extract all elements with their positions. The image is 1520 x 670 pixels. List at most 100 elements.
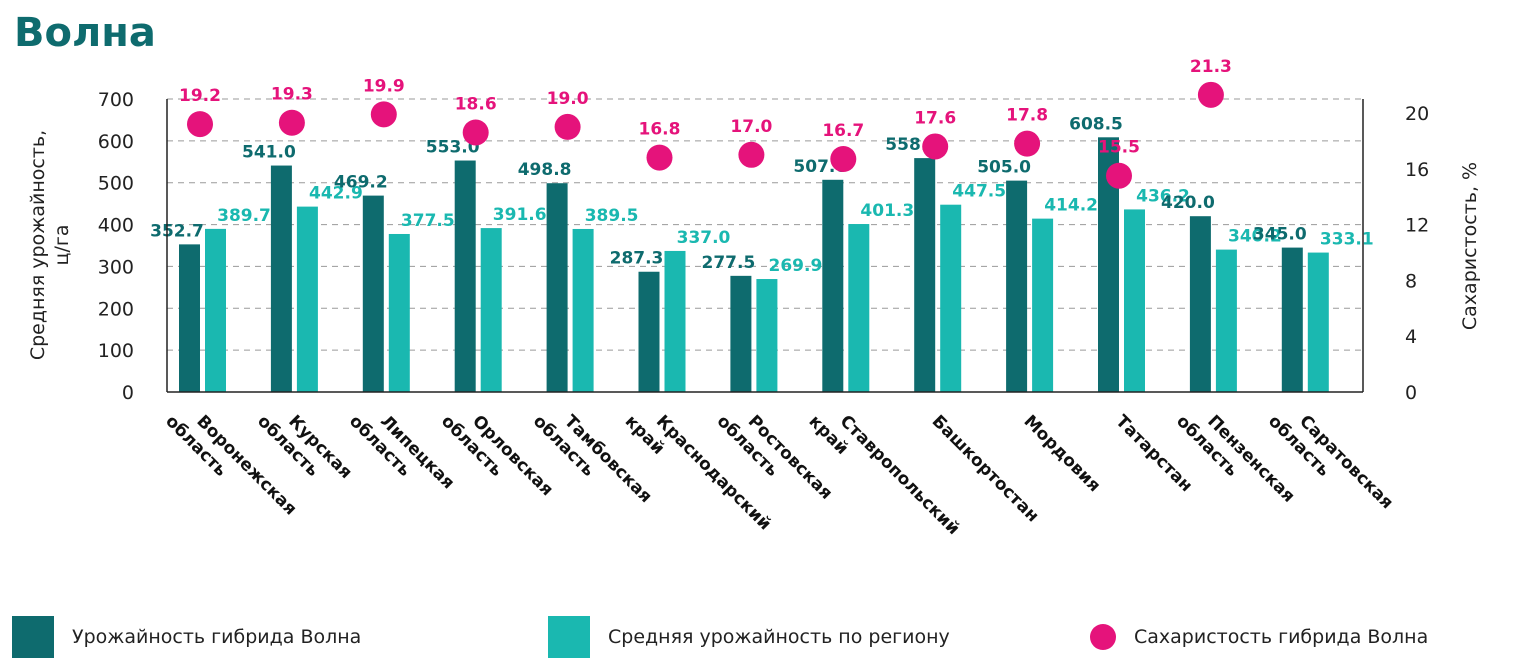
x-tick-label: Липецкаяобласть (345, 396, 458, 509)
y-left-tick-label: 300 (98, 256, 134, 278)
bar-region (296, 206, 318, 392)
sugar-point-label: 16.8 (639, 120, 681, 140)
bar-region-value-label: 391.6 (493, 205, 547, 225)
bar-hybrid (730, 275, 752, 392)
sugar-point-label: 19.9 (363, 76, 405, 96)
bar-hybrid (1006, 180, 1028, 392)
bar-hybrid-value-label: 352.7 (150, 221, 204, 241)
sugar-point-label: 19.3 (271, 85, 313, 105)
bar-hybrid-value-label: 541.0 (242, 143, 296, 163)
sugar-point (462, 119, 489, 146)
sugar-point-label: 18.6 (455, 94, 497, 114)
legend-label-hybrid: Урожайность гибрида Волна (72, 626, 362, 648)
legend-swatch-hybrid (12, 616, 54, 658)
bar-region (1032, 218, 1054, 392)
bar-hybrid-value-label: 420.0 (1161, 193, 1215, 213)
bar-hybrid (454, 160, 476, 392)
y-left-tick-label: 100 (98, 340, 134, 362)
bar-region (664, 250, 686, 392)
sugar-point-label: 19.2 (179, 86, 221, 106)
sugar-point (830, 145, 857, 172)
bar-region (1124, 209, 1145, 392)
bar-region (480, 228, 502, 392)
bar-hybrid (1098, 137, 1119, 392)
sugar-point-label: 21.3 (1190, 57, 1232, 77)
chart-title: Волна (14, 10, 156, 56)
chart: 0 100 200 300 400 500 600 700 0 4 8 12 16 20 Средняя у… (27, 57, 1481, 539)
bar-hybrid (546, 183, 568, 392)
bar-region (848, 224, 870, 392)
bar-hybrid-value-label: 498.8 (518, 160, 572, 180)
y-left-axis-title-line: Средняя урожайность, (27, 130, 49, 360)
sugar-point (370, 101, 397, 128)
x-tick-label-line: Мордовия (1020, 411, 1105, 496)
bar-hybrid (270, 165, 292, 392)
x-tick-label: Орловскаяобласть (437, 396, 557, 516)
bar-region (756, 279, 778, 392)
bar-hybrid-value-label: 553.0 (426, 138, 480, 158)
legend-marker-sugar (1090, 624, 1116, 650)
bar-region (1307, 252, 1329, 392)
y-right-tick-label: 20 (1405, 103, 1429, 125)
y-left-tick-label: 0 (122, 382, 134, 404)
bar-hybrid-value-label: 505.0 (977, 158, 1031, 178)
y-right-tick-label: 12 (1405, 215, 1429, 237)
y-left-axis-title-line: ц/га (51, 225, 73, 266)
sugar-point-label: 19.0 (547, 89, 589, 109)
bar-hybrid (822, 179, 844, 392)
sugar-point (738, 141, 765, 168)
y-left-tick-label: 200 (98, 298, 134, 320)
bar-region-value-label: 447.5 (952, 182, 1006, 202)
bar-hybrid-value-label: 608.5 (1069, 114, 1123, 134)
y-right-tick-label: 0 (1405, 382, 1417, 404)
bar-region-value-label: 337.0 (677, 228, 731, 248)
sugar-point (922, 133, 949, 160)
y-right-tick-label: 16 (1405, 159, 1429, 181)
bar-hybrid-value-label: 277.5 (702, 253, 756, 273)
bar-hybrid (1189, 216, 1211, 392)
bar-region-value-label: 389.7 (217, 206, 271, 226)
sugar-point (554, 113, 581, 140)
bar-hybrid (362, 195, 384, 392)
sugar-point-label: 17.0 (730, 117, 772, 137)
x-tick-label: Саратовскаяобласть (1264, 396, 1397, 529)
sugar-point (1014, 130, 1041, 157)
y-right-tick-label: 8 (1405, 270, 1417, 292)
bar-hybrid (1281, 247, 1303, 392)
sugar-point (1106, 162, 1132, 189)
x-tick-label: Мордовия (1020, 411, 1105, 496)
sugar-point (187, 111, 213, 138)
legend-sugar: Сахаристость гибрида Волна (1090, 614, 1428, 660)
bar-hybrid (914, 158, 936, 392)
sugar-point-label: 15.5 (1098, 138, 1140, 158)
bar-region-value-label: 340.2 (1228, 227, 1282, 247)
bar-region (205, 228, 226, 392)
legend-label-region: Средняя урожайность по региону (608, 626, 950, 648)
y-left-tick-label: 500 (98, 173, 134, 195)
y-left-axis-title: Средняя урожайность, ц/га (27, 130, 73, 360)
legend-region: Средняя урожайность по региону (548, 614, 950, 660)
bar-region (572, 228, 594, 392)
sugar-point (646, 144, 673, 171)
sugar-point (278, 109, 305, 136)
sugar-point-label: 16.7 (822, 121, 864, 141)
y-left-tick-label: 700 (98, 89, 134, 111)
bar-region-value-label: 389.5 (585, 206, 639, 226)
bar-region-value-label: 401.3 (860, 201, 914, 221)
bar-region (1215, 249, 1237, 392)
y-right-axis-title: Сахаристость, % (1459, 162, 1481, 330)
sugar-point-label: 17.6 (914, 108, 956, 128)
y-left-tick-label: 400 (98, 215, 134, 237)
legend-hybrid: Урожайность гибрида Волна (12, 614, 361, 660)
bar-hybrid-value-label: 469.2 (334, 173, 388, 193)
x-tick-label: Воронежскаяобласть (161, 396, 300, 535)
bar-region-value-label: 377.5 (401, 211, 455, 231)
bar-hybrid-value-label: 287.3 (610, 249, 664, 269)
bar-region-value-label: 414.2 (1044, 196, 1098, 216)
sugar-point (1197, 81, 1224, 108)
y-left-tick-label: 600 (98, 131, 134, 153)
bar-region-value-label: 442.9 (309, 184, 363, 204)
bar-region-value-label: 333.1 (1320, 230, 1374, 250)
bar-region-value-label: 269.9 (769, 256, 823, 276)
bar-hybrid (179, 244, 200, 392)
